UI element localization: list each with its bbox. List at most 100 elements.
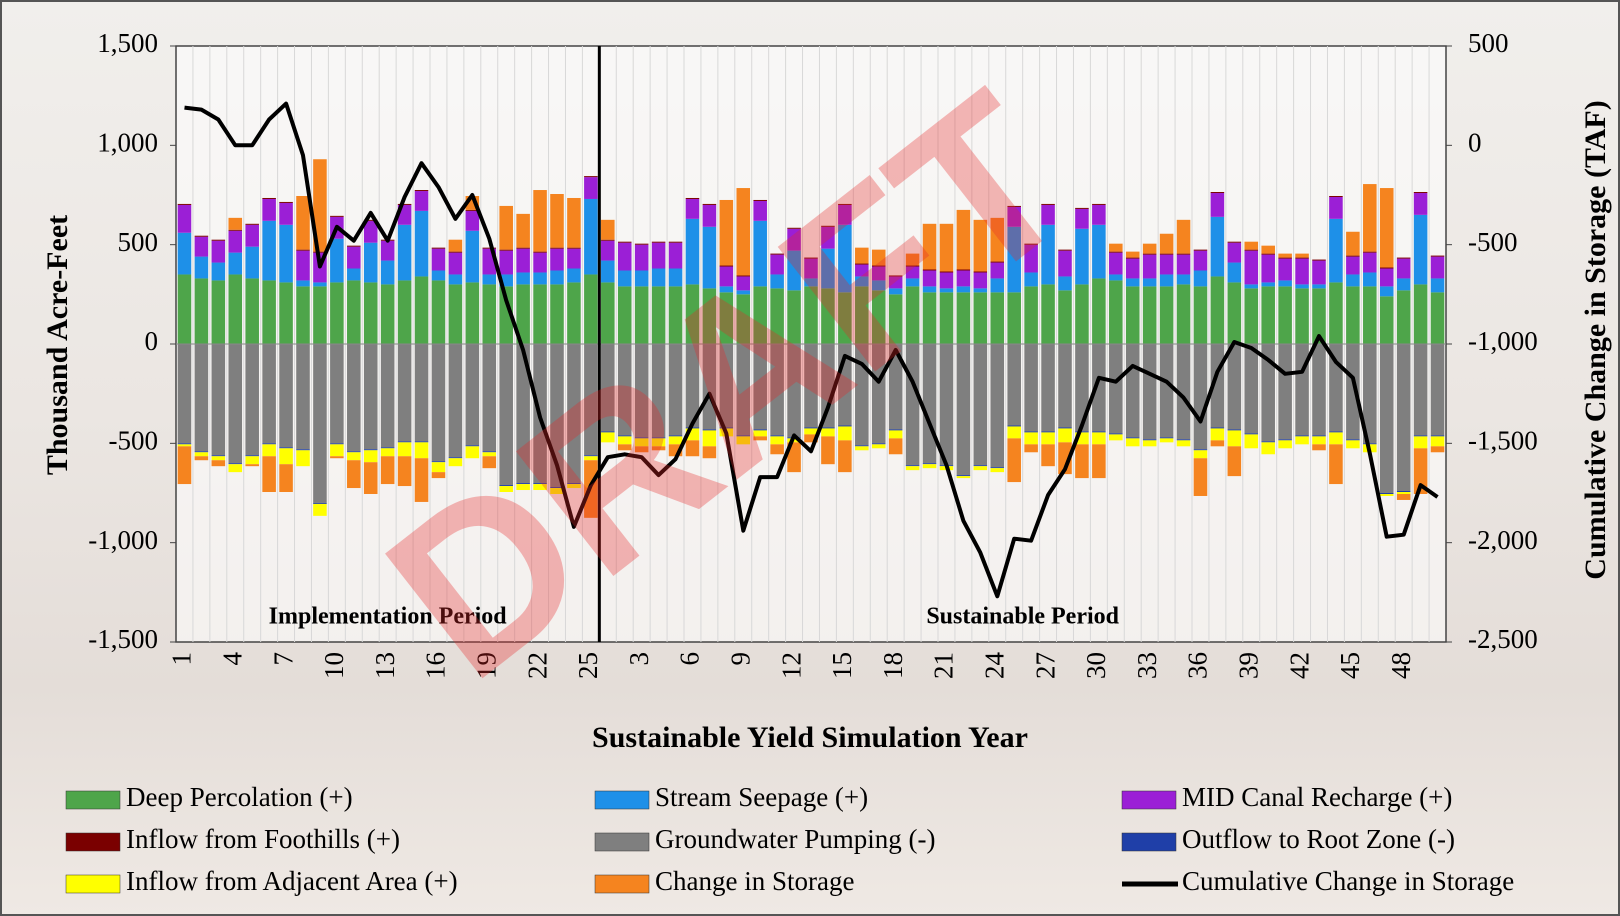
bar-segment [177,232,192,275]
bar-segment [1109,243,1123,252]
bar-segment [702,226,717,289]
bar-segment [397,456,412,487]
bar-segment [821,427,835,429]
bar-segment [211,460,226,467]
bar-segment [448,239,463,252]
bar-segment [330,238,344,283]
bar-segment [363,242,378,283]
bar-segment [1109,344,1123,434]
bar-segment [1312,436,1326,445]
bar-segment [499,250,513,275]
bar-segment [1210,276,1225,344]
bar-segment [397,442,412,457]
bar-segment [1261,442,1275,455]
legend-label: Inflow from Adjacent Area (+) [126,866,458,896]
bar-segment [363,450,378,463]
bar-segment [1041,224,1055,285]
bar-segment [634,344,649,438]
bar-segment [380,240,395,261]
bar-segment [922,463,937,465]
bar-segment [1075,207,1089,209]
bar-segment [804,434,818,443]
bar-segment [617,241,632,243]
bar-segment [668,286,683,344]
bar-segment [702,446,717,459]
bar-segment [1058,344,1072,428]
bar-segment [397,224,412,281]
bar-segment [228,229,243,231]
bar-segment [1075,432,1089,445]
bar-segment [770,435,784,437]
bar-segment [821,436,835,465]
bar-segment [363,462,378,494]
bar-segment [313,282,327,287]
bar-segment [1041,204,1055,225]
bar-segment [1430,446,1445,453]
bar-segment [516,247,530,249]
bar-segment [245,455,259,457]
bar-segment [1312,444,1326,451]
bar-segment [787,290,801,344]
legend-swatch [594,832,650,852]
bar-segment [634,286,649,344]
bar-segment [1413,344,1428,436]
bar-segment [1329,196,1343,219]
bar-segment [939,223,954,272]
bar-segment [262,220,276,281]
bar-segment [448,344,463,458]
bar-segment [1125,286,1140,344]
bar-segment [685,284,700,344]
bar-segment [888,276,903,289]
legend-label: Groundwater Pumping (-) [655,824,935,854]
bar-segment [1058,250,1072,277]
bar-segment [1075,228,1089,285]
bar-segment [1193,249,1208,251]
bar-segment [719,199,734,266]
x-tick-label: 9 [725,652,755,666]
bar-segment [1413,192,1428,194]
bar-segment [1244,288,1259,344]
bar-segment [1075,208,1089,229]
bar-segment [330,344,344,444]
bar-segment [905,253,920,266]
bar-segment [1413,436,1428,449]
bar-segment [1159,438,1174,443]
bar-segment [1109,252,1123,275]
bar-segment [414,442,429,459]
bar-segment [1092,444,1106,479]
bar-segment [838,203,852,205]
bar-segment [956,475,971,477]
bar-segment [753,199,767,201]
y2-axis-title: Cumulative Change in Storage (TAF) [1579,100,1612,579]
bar-segment [482,452,497,457]
bar-segment [634,437,649,439]
bar-segment [1278,439,1292,441]
bar-segment [296,344,310,450]
bar-segment [245,464,259,467]
bar-segment [888,430,903,439]
bar-segment [787,250,801,291]
bar-segment [1312,284,1326,289]
bar-segment [499,249,513,251]
bar-segment [550,488,564,494]
bar-segment [262,443,276,445]
bar-segment [668,344,683,436]
bar-segment [228,464,243,473]
bar-segment [787,227,801,229]
bar-segment [1092,431,1106,433]
bar-segment [1007,425,1021,427]
bar-segment [1261,286,1275,344]
bar-segment [1295,257,1309,259]
bar-segment [1125,258,1140,279]
bar-segment [821,344,835,428]
bar-segment [1278,344,1292,440]
bar-segment [736,344,751,436]
bar-segment [1159,437,1174,439]
bar-segment [414,276,429,344]
x-tick-label: 24 [979,652,1009,680]
x-tick-label: 1 [167,652,197,666]
bar-segment [211,239,226,241]
bar-segment [482,247,497,249]
bar-segment [719,427,734,429]
bar-segment [414,344,429,442]
